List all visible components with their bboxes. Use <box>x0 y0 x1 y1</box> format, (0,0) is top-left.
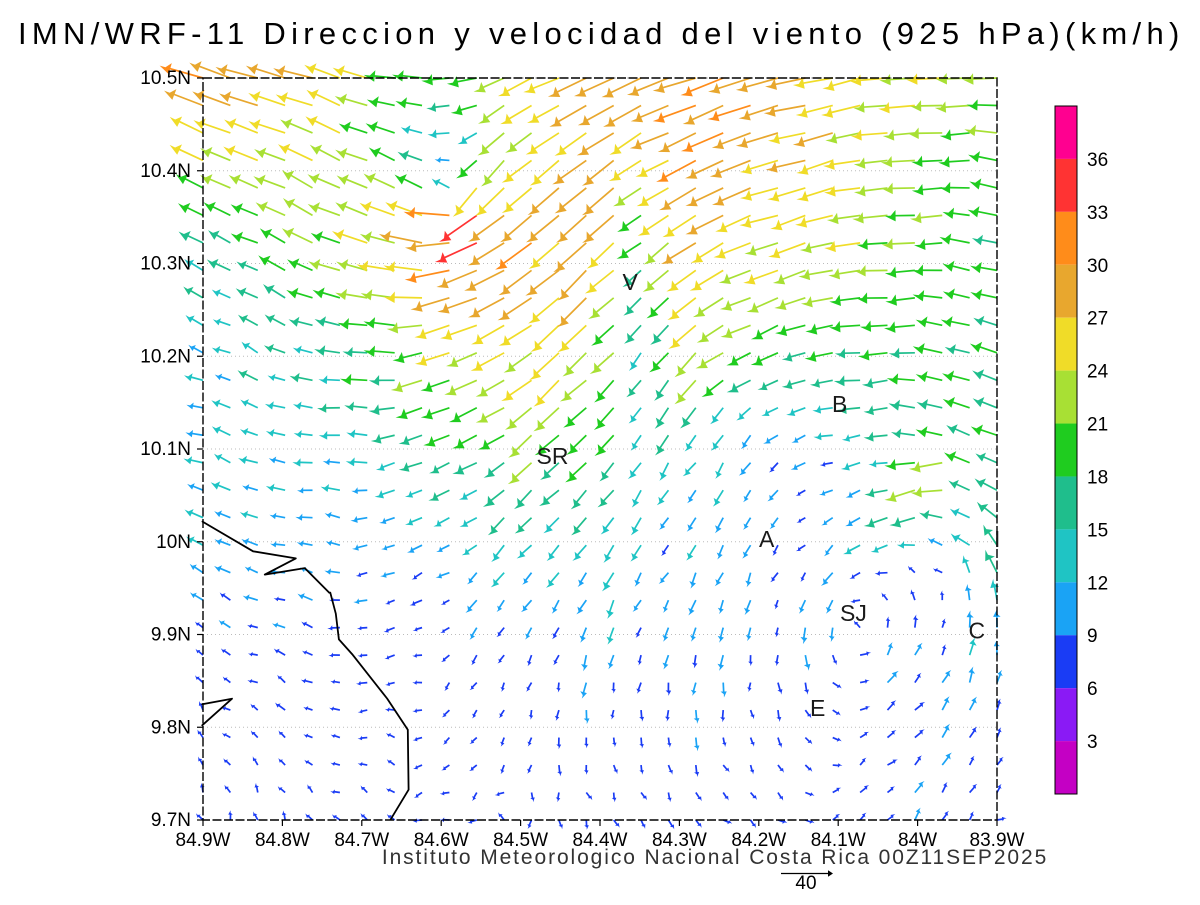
svg-text:9: 9 <box>1087 626 1098 647</box>
svg-text:Instituto Meteorologico Nacion: Instituto Meteorologico Nacional Costa R… <box>382 846 1048 869</box>
svg-text:84.8W: 84.8W <box>255 830 310 851</box>
svg-text:E: E <box>810 695 825 721</box>
svg-text:V: V <box>623 269 639 295</box>
svg-text:36: 36 <box>1087 150 1108 171</box>
svg-text:IMN/WRF-11 Direccion y velocid: IMN/WRF-11 Direccion y velocidad del vie… <box>18 16 1185 51</box>
svg-text:10.4N: 10.4N <box>140 161 191 182</box>
svg-text:B: B <box>832 391 847 417</box>
svg-text:30: 30 <box>1087 256 1108 277</box>
svg-text:18: 18 <box>1087 467 1108 488</box>
svg-text:3: 3 <box>1087 732 1098 753</box>
svg-text:A: A <box>759 526 775 552</box>
svg-text:6: 6 <box>1087 679 1098 700</box>
svg-text:SJ: SJ <box>840 600 867 626</box>
svg-text:24: 24 <box>1087 362 1109 383</box>
svg-text:SR: SR <box>537 443 569 469</box>
svg-text:10.2N: 10.2N <box>140 346 191 367</box>
svg-text:10N: 10N <box>156 532 191 553</box>
svg-text:27: 27 <box>1087 309 1108 330</box>
svg-text:40: 40 <box>795 873 816 894</box>
svg-text:21: 21 <box>1087 415 1108 436</box>
svg-text:9.7N: 9.7N <box>151 810 191 831</box>
svg-text:9.8N: 9.8N <box>151 717 191 738</box>
svg-text:10.1N: 10.1N <box>140 439 191 460</box>
svg-text:33: 33 <box>1087 203 1108 224</box>
svg-text:I: I <box>994 526 1000 552</box>
svg-text:84.9W: 84.9W <box>176 830 231 851</box>
svg-text:10.3N: 10.3N <box>140 254 191 275</box>
svg-text:15: 15 <box>1087 520 1108 541</box>
svg-text:12: 12 <box>1087 573 1108 594</box>
svg-text:9.9N: 9.9N <box>151 625 191 646</box>
svg-text:10.5N: 10.5N <box>140 68 191 89</box>
svg-text:C: C <box>969 618 986 644</box>
